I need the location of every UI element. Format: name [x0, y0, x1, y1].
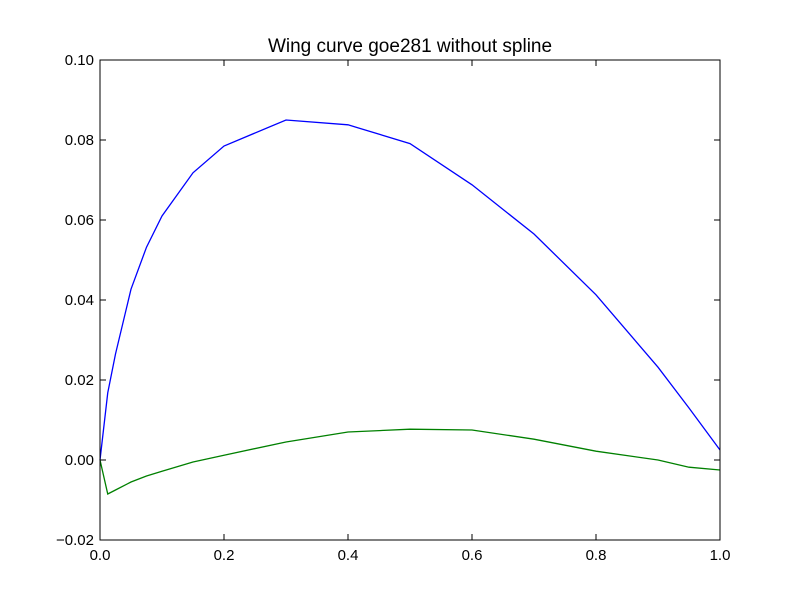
plot-area: 0.0 0.2 0.4 0.6 0.8 1.0 −0.02 0.00 0.02 0.04 0.06 0… [56, 52, 730, 564]
x-tick-label: 0.8 [586, 547, 607, 564]
axes-frame [99, 59, 721, 541]
y-tick-label: 0.00 [65, 452, 94, 469]
y-tick-label: 0.06 [65, 212, 94, 229]
chart-title: Wing curve goe281 without spline [268, 36, 552, 57]
x-tick-label: 0.6 [462, 547, 483, 564]
x-tick-label: 0.0 [90, 547, 111, 564]
x-tick-label: 1.0 [710, 547, 731, 564]
x-tick-label: 0.2 [214, 547, 235, 564]
y-tick-label: 0.10 [65, 52, 94, 69]
series-line-2 [99, 428, 721, 495]
y-tick-label: 0.08 [65, 132, 94, 149]
y-tick-label: −0.02 [56, 532, 94, 549]
series-line-1 [99, 119, 721, 461]
y-tick-label: 0.04 [65, 292, 94, 309]
y-tick-label: 0.02 [65, 372, 94, 389]
x-tick-label: 0.4 [338, 547, 359, 564]
